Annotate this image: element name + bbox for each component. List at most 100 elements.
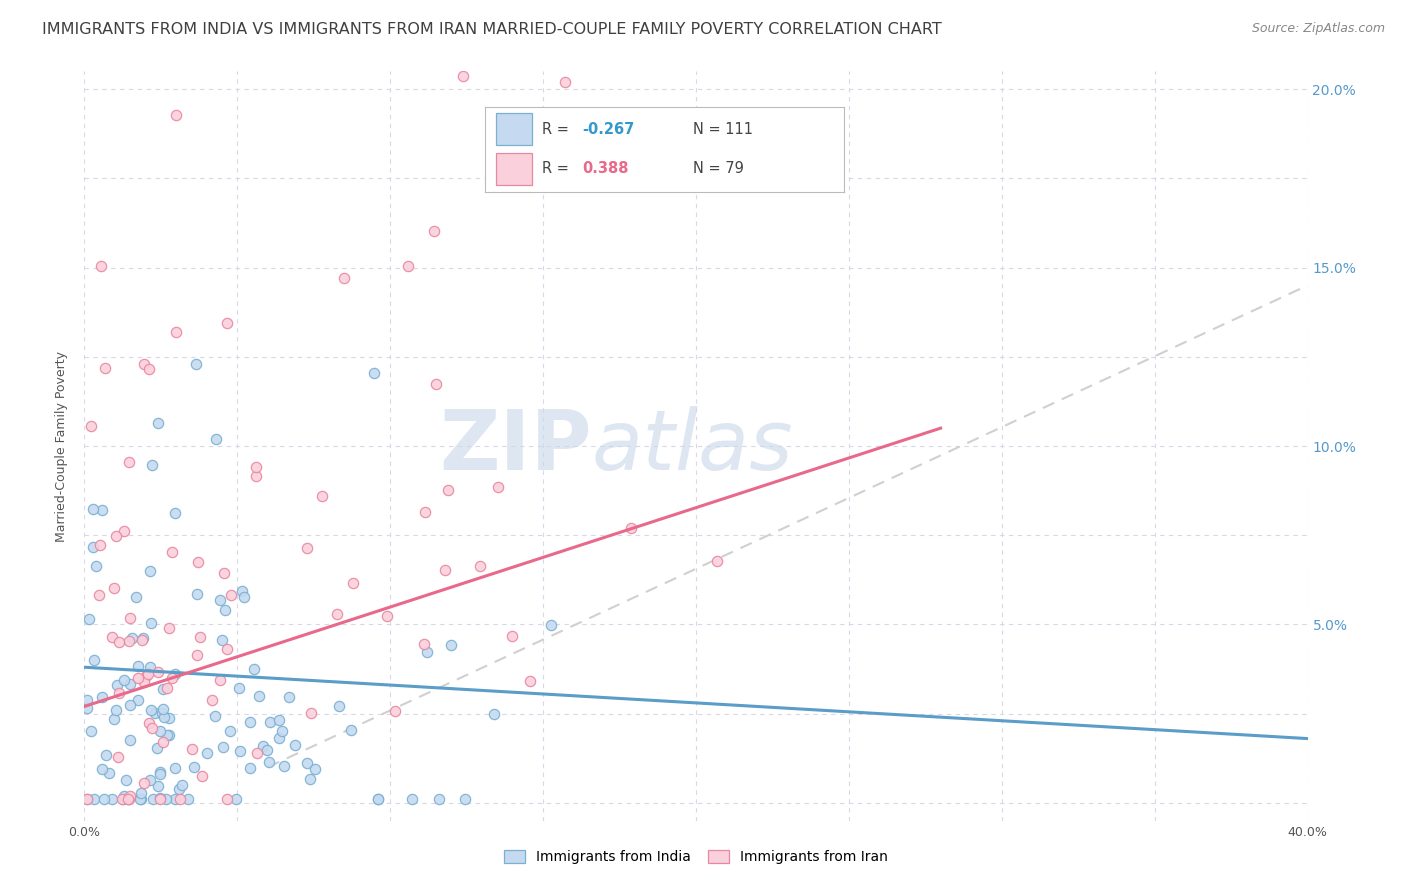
Point	[101, 792, 124, 806]
Point	[211, 632, 233, 647]
Point	[180, 742, 202, 756]
Point	[217, 792, 239, 806]
Point	[134, 776, 156, 790]
Point	[148, 723, 170, 738]
Point	[401, 792, 423, 806]
Text: atlas: atlas	[592, 406, 793, 486]
Text: Source: ZipAtlas.com: Source: ZipAtlas.com	[1251, 22, 1385, 36]
Point	[375, 609, 398, 624]
Point	[141, 458, 163, 472]
Point	[132, 357, 155, 371]
Point	[93, 360, 115, 375]
Point	[295, 756, 318, 770]
Point	[367, 792, 389, 806]
Text: -0.267: -0.267	[582, 121, 634, 136]
Point	[454, 792, 477, 806]
Point	[363, 366, 385, 380]
Point	[138, 362, 160, 376]
Point	[165, 325, 187, 339]
Point	[157, 728, 180, 742]
Point	[79, 612, 101, 626]
Point	[152, 702, 174, 716]
Point	[246, 746, 269, 760]
Point	[146, 416, 169, 430]
Point	[298, 772, 321, 786]
Point	[214, 603, 236, 617]
Point	[83, 653, 105, 667]
Point	[131, 792, 153, 806]
Point	[252, 739, 274, 753]
Point	[165, 761, 187, 775]
Point	[433, 563, 456, 577]
Point	[177, 792, 200, 806]
Point	[706, 554, 728, 568]
Point	[165, 108, 187, 122]
Point	[215, 642, 238, 657]
Point	[90, 762, 112, 776]
Point	[328, 699, 350, 714]
Point	[501, 629, 523, 643]
Point	[112, 673, 135, 688]
Point	[340, 723, 363, 738]
Point	[186, 587, 208, 601]
Point	[267, 731, 290, 745]
Point	[228, 681, 250, 695]
Point	[76, 701, 98, 715]
Point	[117, 634, 139, 648]
Point	[80, 419, 103, 434]
Point	[129, 792, 152, 806]
Point	[245, 460, 267, 475]
Point	[93, 792, 115, 806]
Point	[160, 545, 183, 559]
Point	[201, 693, 224, 707]
Point	[115, 772, 138, 787]
Point	[734, 166, 756, 180]
Point	[297, 541, 319, 555]
Point	[190, 630, 212, 644]
Point	[519, 673, 541, 688]
Point	[127, 693, 149, 707]
Point	[139, 660, 162, 674]
Point	[333, 271, 356, 285]
Point	[152, 735, 174, 749]
Point	[243, 662, 266, 676]
Point	[163, 792, 186, 806]
Point	[231, 584, 253, 599]
Point	[146, 741, 169, 756]
Point	[125, 591, 148, 605]
Point	[167, 781, 190, 796]
Point	[76, 792, 98, 806]
Point	[620, 521, 643, 535]
Point	[155, 792, 177, 806]
Point	[299, 706, 322, 720]
Point	[149, 791, 172, 805]
Point	[212, 566, 235, 580]
Point	[413, 505, 436, 519]
Point	[278, 690, 301, 704]
Point	[284, 738, 307, 752]
Point	[451, 69, 474, 83]
Point	[155, 681, 177, 695]
Point	[225, 792, 247, 806]
Point	[141, 616, 163, 631]
Point	[111, 792, 134, 806]
Point	[540, 618, 562, 632]
Point	[149, 764, 172, 779]
Point	[96, 747, 118, 762]
Point	[186, 648, 208, 663]
Point	[83, 792, 105, 806]
Point	[90, 502, 112, 516]
Point	[169, 792, 191, 806]
Point	[163, 667, 186, 681]
Point	[208, 673, 231, 687]
Point	[304, 762, 326, 776]
Point	[118, 455, 141, 469]
Point	[120, 733, 142, 747]
Point	[259, 715, 281, 730]
Point	[118, 698, 141, 713]
Point	[437, 483, 460, 497]
Point	[270, 724, 292, 739]
Point	[118, 677, 141, 691]
Y-axis label: Married-Couple Family Poverty: Married-Couple Family Poverty	[55, 351, 69, 541]
Point	[117, 792, 139, 806]
